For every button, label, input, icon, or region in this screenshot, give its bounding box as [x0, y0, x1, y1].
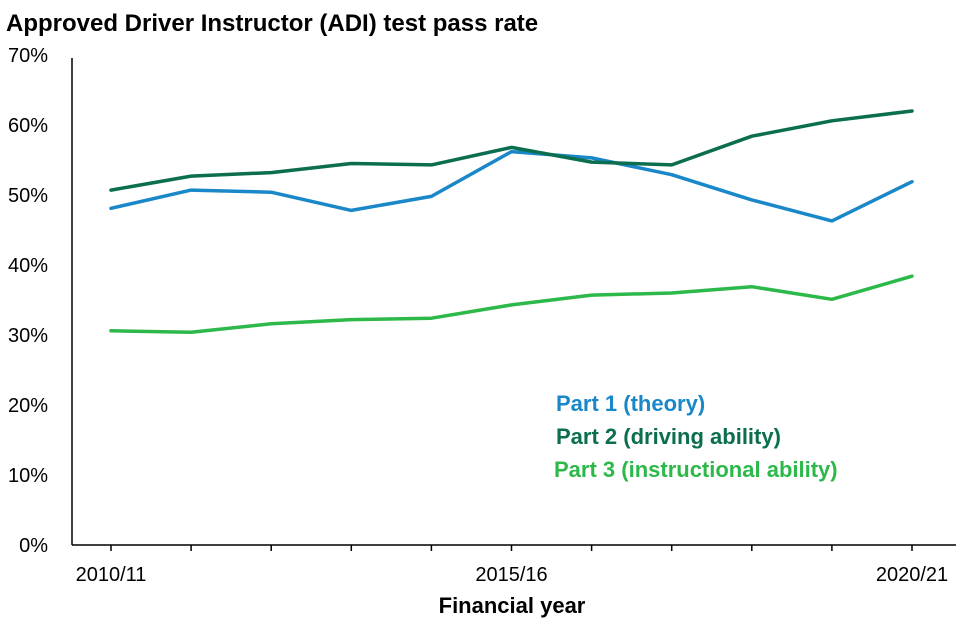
legend-entry-part-1: Part 1 (theory) — [556, 391, 705, 416]
y-tick-label: 50% — [8, 185, 48, 207]
series-line-part-1 — [109, 149, 914, 223]
legend-entry-part-2: Part 2 (driving ability) — [556, 424, 781, 449]
series-lines — [109, 109, 914, 334]
y-axis-ticks: 0% 10% 20% 30% 40% 50% 60% 70% — [8, 45, 48, 557]
x-tick-label: 2010/11 — [76, 564, 147, 586]
y-tick-label: 70% — [8, 45, 48, 67]
legend-entry-part-3: Part 3 (instructional ability) — [554, 457, 838, 482]
series-line-part-2 — [109, 109, 914, 192]
x-axis-tick-labels: 2010/11 2015/16 2020/21 — [76, 564, 949, 586]
y-tick-label: 10% — [8, 465, 48, 487]
y-tick-label: 30% — [8, 325, 48, 347]
x-tick-label: 2015/16 — [475, 564, 547, 586]
y-tick-label: 0% — [19, 535, 48, 557]
y-tick-label: 40% — [8, 255, 48, 277]
x-axis-ticks — [110, 545, 913, 551]
y-tick-label: 20% — [8, 395, 48, 417]
legend: Part 1 (theory) Part 2 (driving ability) P… — [554, 391, 838, 482]
x-axis-title: Financial year — [439, 593, 586, 618]
x-tick-label: 2020/21 — [876, 564, 948, 586]
y-tick-label: 60% — [8, 115, 48, 137]
chart-title: Approved Driver Instructor (ADI) test pa… — [6, 10, 538, 37]
series-line-part-3 — [109, 274, 914, 334]
